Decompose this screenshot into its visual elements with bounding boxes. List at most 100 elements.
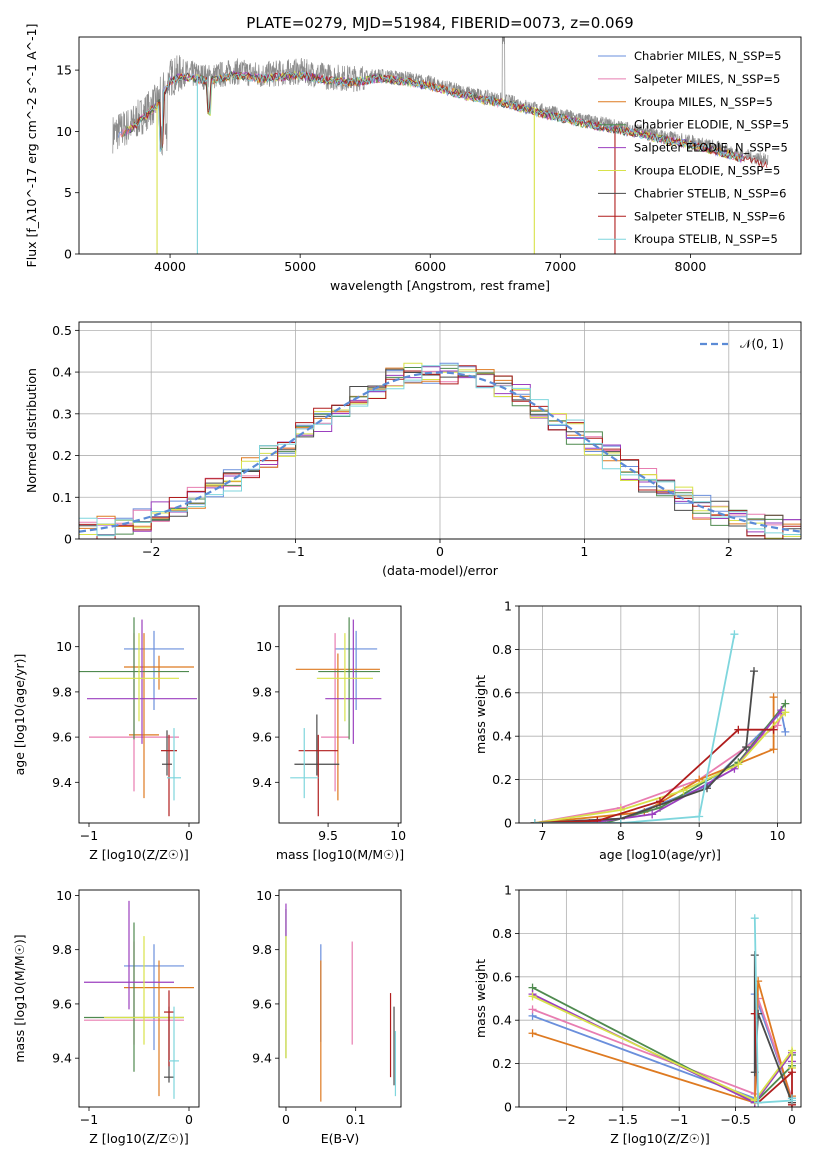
- y-axis-label: mass weight: [473, 959, 488, 1038]
- y-tick-label: 9.6: [52, 730, 72, 745]
- axes-weight-vs-Z: −2 −1.5 −1 −0.5 0 0 0.2 0.4 0.6 0.8 1 Z [log10(Z/Z☉…: [473, 883, 802, 1146]
- axes-frame: [78, 605, 200, 824]
- y-tick-label: 0: [504, 1100, 512, 1115]
- weight-point-marker: [781, 708, 790, 717]
- x-tick-label: 0: [436, 544, 444, 559]
- x-tick-label: 2: [725, 544, 733, 559]
- y-tick-label: 1: [504, 599, 512, 614]
- plot-area-weight-vs-Z: [528, 914, 796, 1107]
- legend-label: Chabrier ELODIE, N_SSP=5: [634, 118, 789, 132]
- y-axis-label: age [log10(age/yr)]: [12, 654, 27, 776]
- axes-frame: [278, 889, 402, 1108]
- x-tick-label: 9: [695, 828, 703, 843]
- errorbar-point: [164, 990, 174, 1067]
- y-axis-label: mass weight: [473, 675, 488, 754]
- weight-point-marker: [648, 810, 657, 819]
- y-axis-label: Normed distribution: [24, 368, 39, 493]
- weight-point-marker: [734, 725, 743, 734]
- plot-area-weight-vs-age: [530, 630, 790, 823]
- axes-mass-vs-EBV: 0 0.1 9.4 9.6 9.8 10 E(B-V): [252, 888, 402, 1146]
- weight-series-line: [532, 980, 793, 1104]
- weight-point-marker: [787, 1094, 796, 1103]
- weight-point-marker: [528, 1029, 537, 1038]
- weight-point-marker: [750, 1009, 759, 1018]
- x-tick-label: 0.1: [346, 1112, 366, 1127]
- y-tick-label: 0.8: [492, 926, 512, 941]
- errorbar-point: [161, 734, 177, 817]
- spectrum-model-line: [129, 71, 743, 162]
- errorbar-point: [290, 728, 319, 799]
- x-tick-label: 0: [282, 1112, 290, 1127]
- x-tick-label: −1: [80, 1112, 98, 1127]
- errorbar-point: [316, 633, 373, 722]
- axes-spectrum: 4000 5000 6000 7000 8000 0 5 10 15 wavelength [An…: [24, 24, 802, 293]
- y-tick-label: 0.5: [52, 323, 72, 338]
- axes-mass-vs-Z: −1 0 9.4 9.6 9.8 10 Z [log10(Z/Z☉)] mass [log10…: [12, 888, 200, 1146]
- x-tick-label: −1: [670, 1112, 688, 1127]
- y-tick-label: 15: [56, 63, 72, 78]
- weight-point-marker: [742, 743, 751, 752]
- weight-point-marker: [730, 630, 739, 639]
- weight-series-line: [532, 993, 793, 1104]
- y-tick-label: 0.3: [52, 406, 72, 421]
- x-axis-label: Z [log10(Z/Z☉)]: [610, 1131, 710, 1146]
- weight-series-line: [534, 634, 736, 823]
- legend-label: Salpeter STELIB, N_SSP=6: [634, 209, 785, 223]
- x-tick-label: 0: [185, 828, 193, 843]
- legend-label: Salpeter ELODIE, N_SSP=5: [634, 141, 788, 155]
- errorbar-point: [294, 714, 340, 776]
- y-tick-label: 0.2: [492, 772, 512, 787]
- axes-frame: [518, 889, 802, 1108]
- y-tick-label: 9.4: [252, 1051, 272, 1066]
- errorbar-point: [325, 619, 382, 744]
- figure-title: PLATE=0279, MJD=51984, FIBERID=0073, z=0…: [246, 14, 633, 32]
- x-tick-label: −1: [286, 544, 304, 559]
- y-tick-label: 0.2: [52, 448, 72, 463]
- errorbar-point: [321, 633, 350, 792]
- y-tick-label: 9.8: [252, 942, 272, 957]
- weight-point-marker: [750, 667, 758, 676]
- y-tick-label: 0.4: [52, 365, 72, 380]
- weight-point-marker: [593, 816, 602, 823]
- y-tick-label: 9.6: [252, 730, 272, 745]
- plot-area-age-vs-mass: [290, 617, 382, 817]
- axes-age-vs-mass: 9.5 10 9.4 9.6 9.8 10 mass [log10(M/M☉)]: [252, 605, 406, 862]
- errorbar-point: [84, 900, 174, 1010]
- plot-area-mass-vs-EBV: [285, 903, 397, 1102]
- weight-point-marker: [679, 786, 688, 795]
- weight-point-marker: [616, 819, 625, 823]
- errorbar-point: [87, 619, 197, 744]
- errorbar-point: [124, 655, 194, 690]
- weight-point-marker: [750, 914, 759, 923]
- x-tick-label: 10: [770, 828, 786, 843]
- x-tick-label: 10: [390, 828, 406, 843]
- y-axis-label: Flux [f_λ10^-17 erg cm^-2 s^-1 A^-1]: [24, 24, 39, 268]
- axes-residuals: −2 −1 0 1 2 0 0.1 0.2 0.3 0.4 0.5 (data-model)/erro…: [24, 321, 802, 578]
- errorbar-point: [124, 944, 184, 1051]
- x-tick-label: 9.5: [318, 828, 338, 843]
- x-tick-label: −2: [557, 1112, 575, 1127]
- y-tick-label: 0.6: [492, 969, 512, 984]
- axes-age-vs-Z: −1 0 9.4 9.6 9.8 10 Z [log10(Z/Z☉)] age [log10(…: [12, 605, 200, 862]
- legend-label: Kroupa MILES, N_SSP=5: [634, 95, 773, 109]
- weight-point-marker: [787, 1046, 796, 1055]
- plot-area-spectrum: [112, 37, 769, 254]
- x-axis-label: Z [log10(Z/Z☉)]: [89, 1131, 189, 1146]
- legend-label: 𝒩(0, 1): [740, 337, 784, 351]
- plot-area-mass-vs-Z: [84, 900, 194, 1099]
- x-axis-label: Z [log10(Z/Z☉)]: [89, 847, 189, 862]
- y-tick-label: 0: [504, 816, 512, 831]
- x-tick-label: 1: [580, 544, 588, 559]
- y-tick-label: 0: [64, 532, 72, 547]
- legend-label: Salpeter MILES, N_SSP=5: [634, 72, 780, 86]
- y-tick-label: 0.4: [492, 729, 512, 744]
- weight-point-marker: [781, 727, 790, 736]
- weight-series-line: [532, 995, 793, 1102]
- y-tick-label: 5: [64, 185, 72, 200]
- y-tick-label: 0.1: [52, 490, 72, 505]
- y-tick-label: 10: [256, 888, 272, 903]
- weight-point-marker: [769, 745, 778, 754]
- x-tick-label: 7: [539, 828, 547, 843]
- x-tick-label: 8: [617, 828, 625, 843]
